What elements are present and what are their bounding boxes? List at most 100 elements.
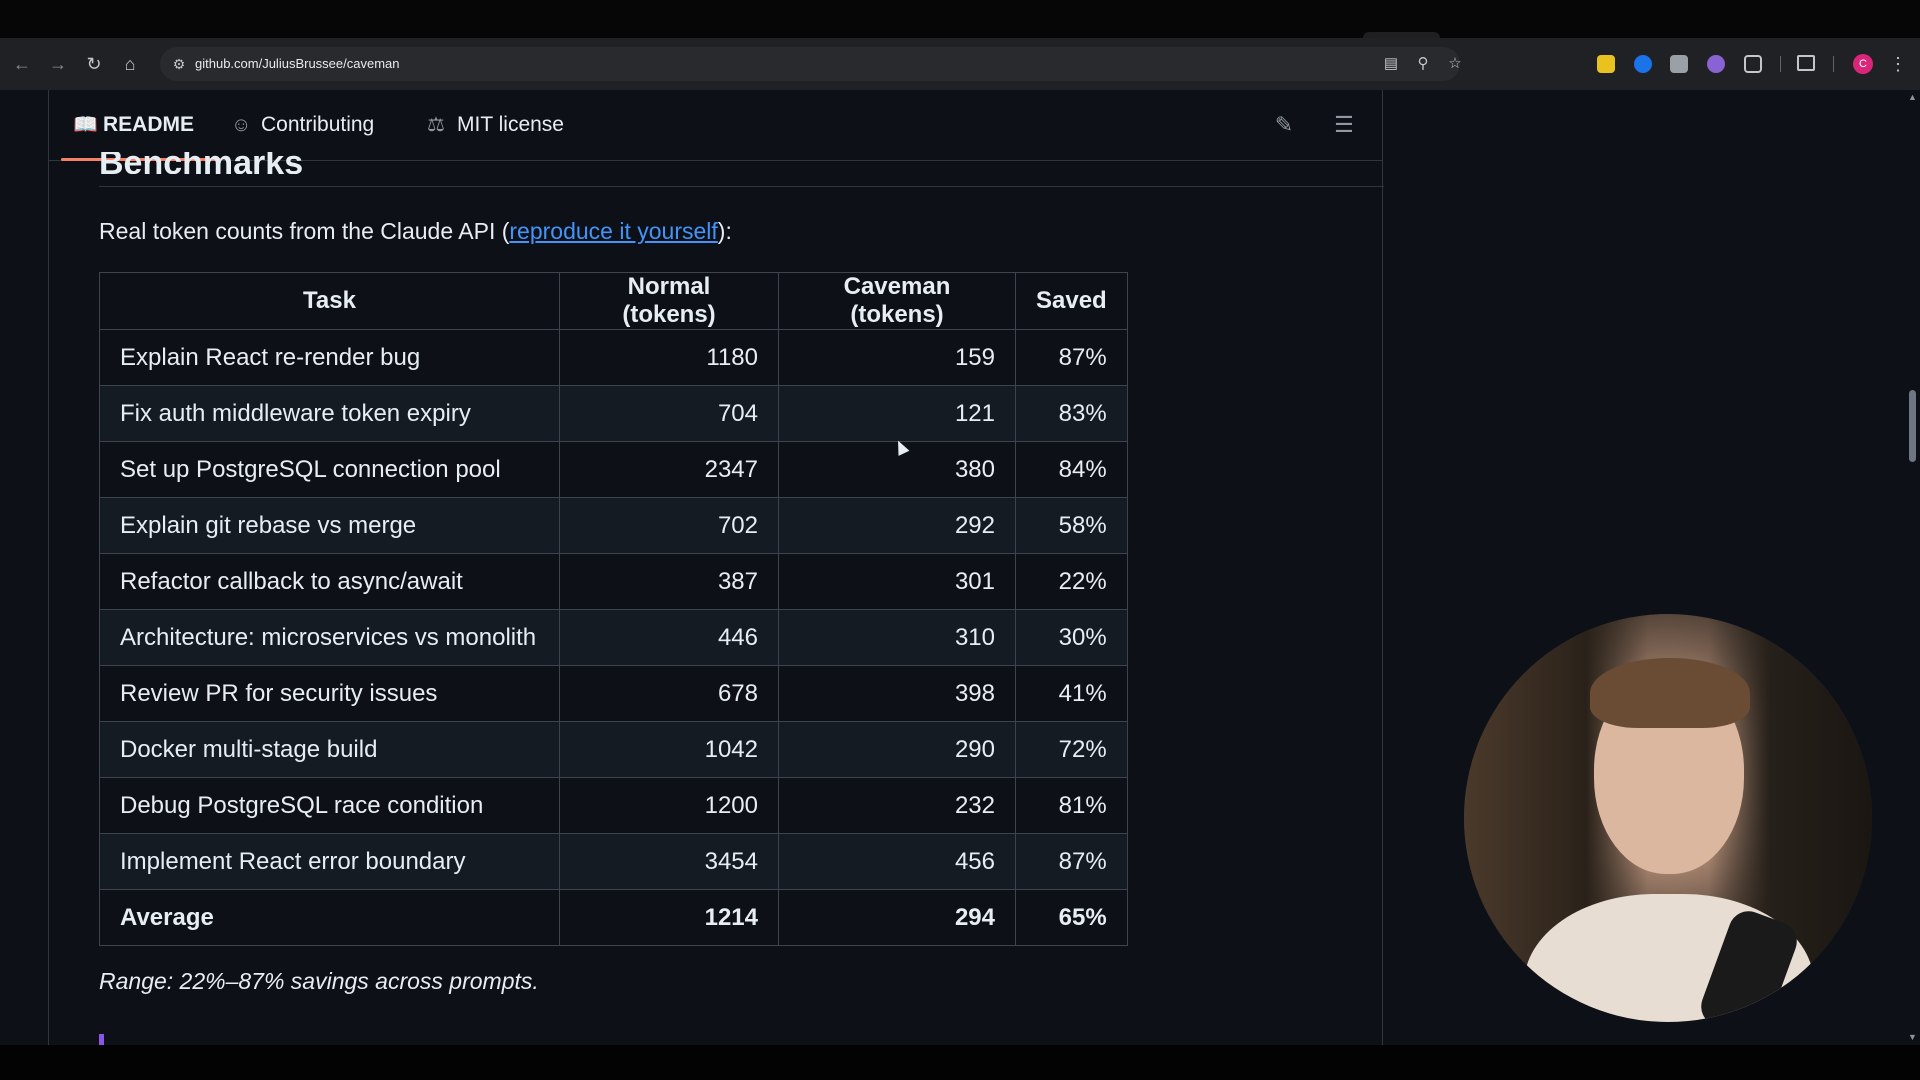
- url-text[interactable]: github.com/JuliusBrussee/caveman: [195, 56, 400, 71]
- cell-caveman: 380: [778, 441, 1016, 498]
- book-icon: 📖: [73, 114, 98, 136]
- cell-task: Refactor callback to async/await: [99, 553, 560, 610]
- intro-paragraph: Real token counts from the Claude API (r…: [99, 218, 732, 245]
- back-icon[interactable]: ←: [13, 54, 31, 74]
- scroll-up-icon[interactable]: ▲: [1908, 92, 1917, 102]
- extension-icon-purple[interactable]: [1707, 55, 1725, 73]
- cell-caveman: 301: [778, 553, 1016, 610]
- browser-menu-icon[interactable]: ⋮: [1889, 54, 1907, 74]
- extensions-puzzle-icon[interactable]: [1744, 55, 1762, 73]
- cell-caveman: 290: [778, 721, 1016, 778]
- bookmark-star-icon[interactable]: ☆: [1448, 55, 1462, 72]
- zoom-icon[interactable]: ⚲: [1417, 55, 1429, 72]
- section-heading: Benchmarks: [99, 152, 304, 174]
- browser-tab-stub[interactable]: [1363, 32, 1440, 38]
- table-row: Review PR for security issues 678 398 41…: [99, 665, 1128, 722]
- scrollbar-thumb[interactable]: [1909, 390, 1916, 462]
- reload-icon[interactable]: ↻: [86, 54, 102, 74]
- table-row: Explain React re-render bug 1180 159 87%: [99, 329, 1128, 386]
- cell-saved: 58%: [1015, 497, 1128, 554]
- cell-saved: 87%: [1015, 329, 1128, 386]
- window-bottom-bar: [0, 1045, 1920, 1080]
- cell-normal: 2347: [559, 441, 779, 498]
- tab-readme[interactable]: 📖 README: [73, 90, 194, 160]
- cell-task: Implement React error boundary: [99, 833, 560, 890]
- home-icon[interactable]: ⌂: [124, 54, 136, 74]
- cell-task: Explain React re-render bug: [99, 329, 560, 386]
- profile-avatar[interactable]: C: [1853, 54, 1873, 74]
- cell-average-label: Average: [99, 889, 560, 946]
- cell-normal: 1180: [559, 329, 779, 386]
- outline-list-icon[interactable]: ☰: [1334, 112, 1354, 137]
- tab-license-label: MIT license: [457, 113, 564, 136]
- readme-card: 📖 README ☺ Contributing ⚖ MIT license ✎ ☰ B…: [48, 90, 1384, 1045]
- cell-normal: 704: [559, 385, 779, 442]
- range-note: Range: 22%–87% savings across prompts.: [99, 968, 539, 994]
- scroll-down-icon[interactable]: ▼: [1908, 1032, 1917, 1042]
- reproduce-link[interactable]: reproduce it yourself: [509, 218, 718, 244]
- tab-contributing-label: Contributing: [261, 113, 375, 136]
- cell-normal: 1042: [559, 721, 779, 778]
- cell-normal: 702: [559, 497, 779, 554]
- scale-icon: ⚖: [427, 114, 445, 136]
- header-saved: Saved: [1015, 272, 1128, 330]
- cell-average-saved: 65%: [1015, 889, 1128, 946]
- site-settings-icon[interactable]: ⚙: [172, 56, 186, 72]
- install-app-icon[interactable]: ▤: [1383, 55, 1399, 72]
- edit-pencil-icon[interactable]: ✎: [1274, 112, 1294, 137]
- cell-task: Debug PostgreSQL race condition: [99, 777, 560, 834]
- cell-task: Review PR for security issues: [99, 665, 560, 722]
- intro-text-before: Real token counts from the Claude API (: [99, 218, 510, 244]
- forward-icon[interactable]: →: [49, 54, 67, 74]
- cell-caveman: 310: [778, 609, 1016, 666]
- side-panel-icon[interactable]: [1797, 55, 1815, 71]
- table-row: Implement React error boundary 3454 456 …: [99, 833, 1128, 890]
- cell-average-normal: 1214: [559, 889, 779, 946]
- cell-task: Docker multi-stage build: [99, 721, 560, 778]
- header-normal: Normal (tokens): [559, 272, 779, 330]
- page-content: 📖 README ☺ Contributing ⚖ MIT license ✎ ☰ B…: [0, 90, 1905, 1045]
- cell-saved: 30%: [1015, 609, 1128, 666]
- table-row: Set up PostgreSQL connection pool 2347 3…: [99, 441, 1128, 498]
- active-tab-underline: [61, 158, 221, 161]
- table-average-row: Average 1214 294 65%: [99, 889, 1128, 946]
- cell-saved: 83%: [1015, 385, 1128, 442]
- page-scrollbar[interactable]: ▲ ▼: [1905, 90, 1920, 1045]
- extension-icon-yellow[interactable]: [1597, 55, 1615, 73]
- table-row: Fix auth middleware token expiry 704 121…: [99, 385, 1128, 442]
- window-top-bar: [0, 0, 1920, 38]
- table-row: Architecture: microservices vs monolith …: [99, 609, 1128, 666]
- tab-license[interactable]: ⚖ MIT license: [427, 90, 564, 160]
- address-bar[interactable]: ⚙ github.com/JuliusBrussee/caveman ▤ ⚲ ☆: [160, 47, 1462, 81]
- blockquote-bar: [99, 1034, 104, 1045]
- cell-normal: 387: [559, 553, 779, 610]
- cell-task: Set up PostgreSQL connection pool: [99, 441, 560, 498]
- extension-icon-blue[interactable]: [1634, 55, 1652, 73]
- readme-tabs-bar: 📖 README ☺ Contributing ⚖ MIT license ✎ ☰: [49, 90, 1382, 161]
- table-row: Refactor callback to async/await 387 301…: [99, 553, 1128, 610]
- cell-saved: 41%: [1015, 665, 1128, 722]
- cell-task: Fix auth middleware token expiry: [99, 385, 560, 442]
- cell-saved: 87%: [1015, 833, 1128, 890]
- people-icon: ☺: [231, 114, 252, 136]
- table-row: Debug PostgreSQL race condition 1200 232…: [99, 777, 1128, 834]
- tab-contributing[interactable]: ☺ Contributing: [231, 90, 374, 160]
- toolbar-separator: [1780, 56, 1781, 72]
- cell-caveman: 398: [778, 665, 1016, 722]
- cell-caveman: 121: [778, 385, 1016, 442]
- toolbar-separator: [1833, 56, 1834, 72]
- webcam-person-hair: [1590, 658, 1750, 728]
- cell-normal: 678: [559, 665, 779, 722]
- cell-caveman: 292: [778, 497, 1016, 554]
- browser-toolbar: ← → ↻ ⌂ ⚙ github.com/JuliusBrussee/cavem…: [0, 38, 1920, 90]
- table-row: Explain git rebase vs merge 702 292 58%: [99, 497, 1128, 554]
- intro-text-after: ):: [717, 218, 732, 244]
- cell-task: Architecture: microservices vs monolith: [99, 609, 560, 666]
- cell-caveman: 159: [778, 329, 1016, 386]
- webcam-overlay: [1464, 614, 1872, 1022]
- cell-saved: 84%: [1015, 441, 1128, 498]
- cell-caveman: 232: [778, 777, 1016, 834]
- benchmark-table: Task Normal (tokens) Caveman (tokens) Sa…: [99, 272, 1128, 946]
- cell-average-caveman: 294: [778, 889, 1016, 946]
- extension-icon-gray[interactable]: [1670, 55, 1688, 73]
